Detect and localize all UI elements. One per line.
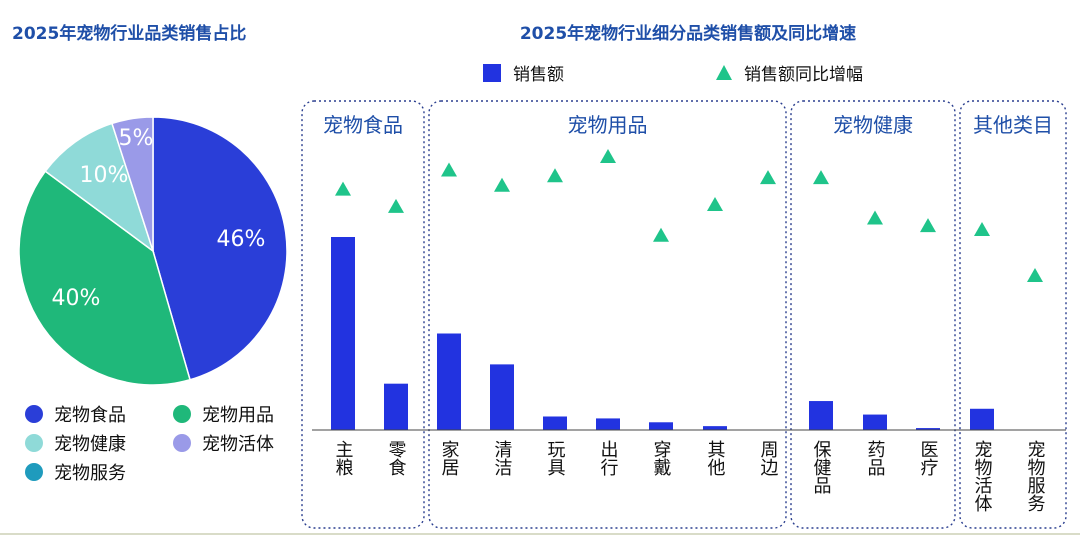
group-box-1 xyxy=(301,100,425,529)
pie-labels: 46% 40% 10% 5% xyxy=(52,126,266,311)
group-title-1: 宠物食品 xyxy=(323,113,403,137)
category-label-5: 玩具 xyxy=(545,440,566,476)
markers xyxy=(335,149,1043,283)
bar-4 xyxy=(490,364,514,430)
legend-dot-1 xyxy=(25,405,43,423)
category-label-2: 零食 xyxy=(386,440,407,476)
growth-marker-13 xyxy=(974,221,990,236)
group-title-2: 宠物用品 xyxy=(568,113,648,137)
legend-dot-5 xyxy=(25,463,43,481)
bars xyxy=(331,237,994,430)
legend-label-3: 宠物健康 xyxy=(54,434,126,455)
bar-5 xyxy=(543,416,567,430)
legend-bar-label: 销售额 xyxy=(513,65,564,85)
legend-dot-4 xyxy=(173,434,191,452)
pie-slices xyxy=(18,116,288,386)
category-label-6: 出行 xyxy=(598,440,619,476)
category-label-3: 家居 xyxy=(439,440,460,476)
legend-dot-2 xyxy=(173,405,191,423)
category-label-10: 保健品 xyxy=(811,440,832,494)
growth-marker-11 xyxy=(867,210,883,225)
group-box-4 xyxy=(959,100,1067,529)
growth-marker-9 xyxy=(760,170,776,185)
category-label-4: 清洁 xyxy=(492,440,513,476)
category-label-8: 其他 xyxy=(705,440,726,476)
group-boxes: 宠物食品 宠物用品 宠物健康 其他类目 xyxy=(301,100,1067,529)
legend-label-2: 宠物用品 xyxy=(202,405,274,426)
bar-8 xyxy=(703,426,727,430)
growth-marker-14 xyxy=(1027,268,1043,283)
bar-13 xyxy=(970,408,994,430)
bar-10 xyxy=(809,401,833,430)
category-labels: 主粮 零食 家居 清洁 玩具 出行 穿戴 其他 周边 保健品 药品 医疗 宠物活体 宠物服务 xyxy=(333,440,1046,512)
category-label-11: 药品 xyxy=(865,440,886,476)
growth-marker-6 xyxy=(600,149,616,163)
group-title-3: 宠物健康 xyxy=(833,113,913,137)
group-box-3 xyxy=(790,100,956,529)
bar-2 xyxy=(384,383,408,430)
growth-marker-8 xyxy=(707,197,723,211)
legend-triangle-icon xyxy=(716,65,732,80)
bar-title: 2025年宠物行业细分品类销售额及同比增速 xyxy=(520,23,856,44)
pie-slice-1 xyxy=(152,116,288,381)
legend-label-4: 宠物活体 xyxy=(202,434,274,455)
bar-6 xyxy=(596,418,620,430)
bar-3 xyxy=(437,333,461,430)
group-box-2 xyxy=(428,100,787,529)
pie-slice-2 xyxy=(18,170,191,386)
growth-marker-7 xyxy=(653,227,669,242)
bar-12 xyxy=(916,428,940,430)
legend-marker-label: 销售额同比增幅 xyxy=(744,65,863,85)
growth-marker-1 xyxy=(335,181,351,196)
bar-1 xyxy=(331,237,355,430)
category-label-7: 穿戴 xyxy=(651,440,672,476)
category-label-14: 宠物服务 xyxy=(1025,440,1046,512)
pie-slice-4 xyxy=(111,116,154,252)
growth-marker-3 xyxy=(441,162,457,177)
bar-7 xyxy=(649,422,673,430)
legend-label-5: 宠物服务 xyxy=(54,463,126,484)
pie-slice-3 xyxy=(44,122,155,253)
pie-title: 2025年宠物行业品类销售占比 xyxy=(12,23,246,44)
legend-dot-3 xyxy=(25,434,43,452)
pie-chart: 2025年宠物行业品类销售占比 46% 40% 10% 5% 宠物食品 宠物用品宠物健康… xyxy=(12,23,288,484)
pie-label-1: 46% xyxy=(217,227,266,252)
category-label-13: 宠物活体 xyxy=(972,440,993,512)
growth-marker-4 xyxy=(494,177,510,192)
pie-label-3: 10% xyxy=(80,163,129,188)
legend-bar-swatch xyxy=(483,64,501,82)
growth-marker-5 xyxy=(547,168,563,183)
growth-marker-12 xyxy=(920,218,936,233)
pie-label-2: 40% xyxy=(52,286,101,311)
growth-marker-2 xyxy=(388,198,404,213)
category-label-12: 医疗 xyxy=(918,440,939,477)
pie-label-4: 5% xyxy=(119,126,154,151)
legend-label-1: 宠物食品 xyxy=(54,405,126,426)
bar-11 xyxy=(863,414,887,430)
group-title-4: 其他类目 xyxy=(973,113,1053,137)
growth-marker-10 xyxy=(813,170,829,185)
category-label-1: 主粮 xyxy=(333,440,354,476)
category-label-9: 周边 xyxy=(758,440,779,476)
